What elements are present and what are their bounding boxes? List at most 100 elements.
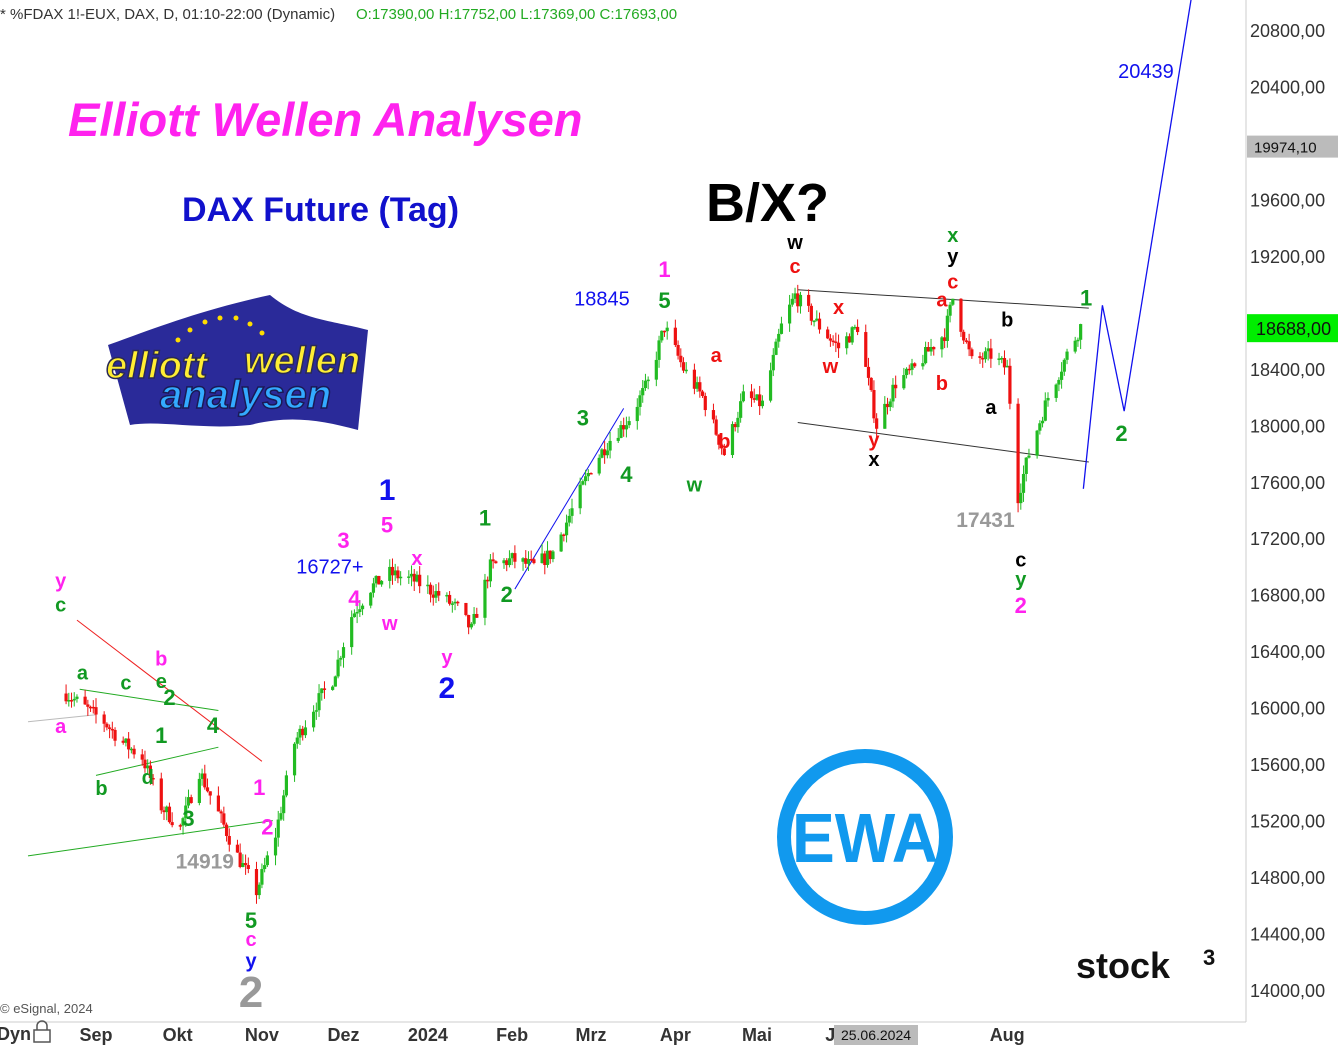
candle [1040,416,1045,428]
candle [83,689,87,705]
candle [1000,356,1004,364]
candle [469,622,473,630]
candle [635,398,639,430]
candle [448,591,452,606]
candle [875,413,879,438]
candle [203,764,207,790]
candle [159,772,163,814]
candle [1024,457,1028,482]
candle [703,392,707,417]
candle [945,309,949,348]
candle [584,469,588,486]
candle [970,347,974,359]
guide-lines [27,289,1089,857]
candle [660,330,664,343]
candle [684,362,688,374]
x-tick-label: Mrz [576,1025,607,1045]
candle [733,422,737,432]
candle [317,684,321,717]
lock-icon[interactable] [33,1020,51,1043]
candle [894,375,898,399]
stock3-text: stock [1076,945,1171,986]
wave-label: 5 [245,908,257,933]
candle [431,585,435,606]
candle [856,319,860,336]
candle [320,688,324,701]
candle [524,550,528,569]
wave-label: w [686,475,703,497]
wave-label: b [718,431,730,453]
candle [638,390,642,416]
candle [646,376,650,390]
wave-label: 1 [479,506,491,531]
guide-line-6 [27,714,97,723]
candle [505,558,509,572]
wave-label: c [1015,549,1026,571]
candle [456,600,460,607]
candle [1016,398,1020,513]
main-title: Elliott Wellen Analysen [68,93,583,146]
header-symbol: * %FDAX 1!-EUX, DAX, D, 01:10-22:00 (Dyn… [0,6,335,23]
candle [597,454,601,476]
candle [124,738,128,747]
candle [102,711,106,733]
candle [113,727,117,747]
candle [507,550,512,568]
ewa-logo: EWA [777,749,953,925]
candle [393,563,397,581]
candle [853,324,857,330]
candle [494,560,498,564]
candle [1062,358,1066,376]
candle [91,700,95,714]
x-tick-label: Aug [990,1025,1025,1045]
candle [72,692,76,707]
candle [551,550,555,563]
x-tick-label: Sep [79,1025,112,1045]
wave-label: x [947,225,958,247]
candle [817,312,822,334]
wave-label: 3 [182,806,194,831]
y-tick-label: 19200,00 [1250,247,1325,267]
wave-label: 2 [1015,593,1027,618]
candle [69,692,74,708]
candle [779,316,784,335]
candle [488,553,492,588]
candle [902,367,906,390]
candle [1065,348,1069,365]
candle [741,384,745,403]
candle [739,393,743,423]
wave-label: c [947,271,958,293]
candle [605,442,609,459]
wave-label: y [441,647,453,669]
x-axis: SepOktNovDez2024FebMrzAprMaiJunAug [79,1025,1024,1045]
candle [622,417,626,437]
candle [720,443,724,455]
wave-label: 1 [155,723,167,748]
wave-label: w [381,613,398,635]
candle [526,551,531,571]
candle [140,749,144,766]
candle [238,843,242,869]
wave-label: x [833,297,844,319]
candle [989,338,993,368]
candle [1079,323,1083,350]
candle [654,351,658,387]
wave-label: 1 [379,474,396,507]
candle [543,550,547,575]
candle [75,694,79,703]
target-price-label: 19974,10 [1254,140,1317,157]
candle [891,378,895,408]
candle [260,863,264,889]
candle [826,326,830,340]
candle [548,550,552,564]
candle [312,705,316,732]
candle [257,882,261,900]
candle [1021,465,1026,502]
candle [736,411,740,433]
candle [714,415,718,436]
candle [948,301,952,323]
candle [189,794,193,804]
candle [472,607,476,626]
candle [798,291,803,314]
